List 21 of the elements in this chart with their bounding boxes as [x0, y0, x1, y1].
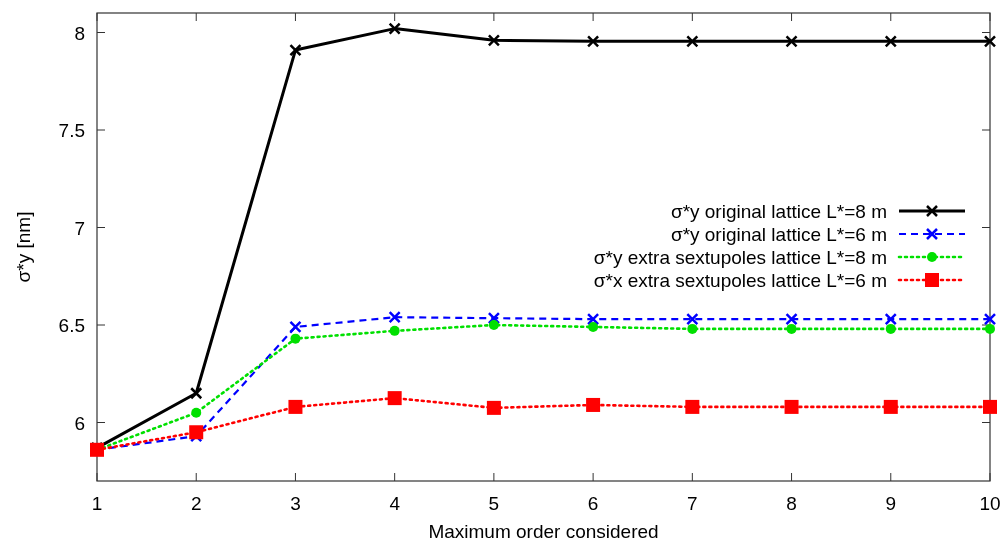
x-tick-label: 7	[687, 493, 698, 514]
x-tick-label: 3	[290, 493, 301, 514]
x-tick-label: 4	[389, 493, 401, 514]
y-tick-label: 7.5	[58, 120, 85, 141]
x-tick-label: 10	[979, 493, 1001, 514]
x-tick-label: 9	[885, 493, 897, 514]
y-axis-title: σ*y [nm]	[13, 211, 34, 283]
legend-label: σ*x extra sextupoles lattice L*=6 m	[593, 270, 887, 291]
x-axis-title: Maximum order considered	[428, 521, 659, 542]
y-tick-label: 6	[74, 412, 85, 434]
legend-label: σ*y original lattice L*=6 m	[670, 224, 887, 245]
legend-label: σ*y extra sextupoles lattice L*=8 m	[593, 247, 887, 268]
y-tick-label: 7	[74, 217, 85, 239]
x-tick-label: 1	[91, 493, 103, 514]
x-tick-label: 5	[488, 493, 500, 514]
y-tick-label: 8	[74, 22, 85, 44]
x-tick-label: 8	[786, 493, 797, 514]
x-tick-label: 6	[587, 493, 599, 514]
x-tick-label: 2	[190, 493, 202, 514]
y-tick-label: 6.5	[58, 315, 85, 336]
legend-label: σ*y original lattice L*=8 m	[670, 201, 887, 222]
